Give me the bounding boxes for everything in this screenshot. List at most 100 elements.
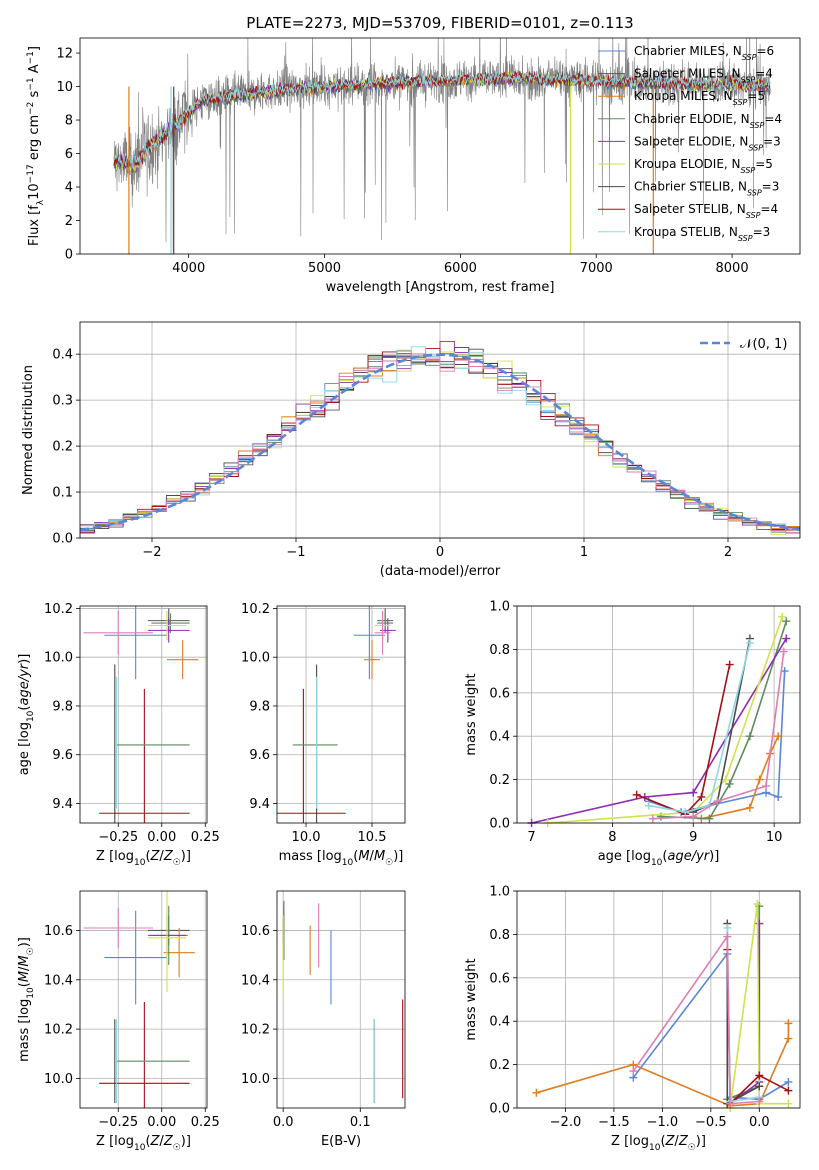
label-part: age [log <box>598 849 651 864</box>
y-tick-label: 10.0 <box>44 651 73 666</box>
x-tick-label: −1.5 <box>598 1115 630 1130</box>
label-part: Z <box>665 1134 676 1149</box>
y-tick-label: 8 <box>65 114 73 129</box>
x-tick-label: −0.25 <box>98 1115 138 1130</box>
label-part: )] <box>393 849 403 864</box>
x-tick-label: 7000 <box>580 261 613 276</box>
label-part: M <box>17 955 32 966</box>
legend-label: Chabrier ELODIE, NSSP=4 <box>634 112 782 130</box>
label-part: )] <box>181 849 191 864</box>
error-point <box>374 610 391 655</box>
axes-mass-vs-EBV: 0.0 0.1 10.0 10.2 10.4 10.6 <box>241 890 406 1130</box>
axes-frame <box>276 890 406 1109</box>
weight-point-marker <box>784 1086 793 1095</box>
label-part: −1 <box>26 51 36 64</box>
label-part: / <box>17 966 32 971</box>
legend-text: Salpeter MILES, N <box>634 67 741 81</box>
y-tick-label: 0.8 <box>489 643 510 658</box>
weight-point-marker <box>629 1067 638 1076</box>
label-part: ( <box>660 1134 665 1149</box>
y-tick-label: 12 <box>56 47 73 62</box>
error-point <box>99 688 190 823</box>
weight-point-marker <box>726 1099 735 1108</box>
y-tick-label: 10.0 <box>44 1072 73 1087</box>
x-tick-label: 8 <box>608 830 616 845</box>
x-axis-label: E(B-V) <box>321 1134 361 1149</box>
legend-sub: SSP <box>748 143 763 152</box>
legend-text: =3 <box>753 225 771 239</box>
label-part: −17 <box>26 164 36 183</box>
x-axis-label: Z [log10(Z/Z☉)] <box>96 1134 191 1153</box>
x-tick-label: −1 <box>286 545 305 560</box>
y-axis-label: mass weight <box>464 673 479 755</box>
error-point <box>147 610 187 641</box>
x-axis-label: Z [log10(Z/Z☉)] <box>96 849 191 868</box>
label-part: Z <box>150 849 161 864</box>
label-part: 10 <box>134 858 146 868</box>
x-tick-label: −0.5 <box>695 1115 727 1130</box>
x-tick-label: −1.0 <box>647 1115 679 1130</box>
weight-point-marker <box>689 812 698 821</box>
legend-sub: SSP <box>741 75 756 84</box>
legend-sub: SSP <box>747 188 762 197</box>
weight-point-marker <box>782 617 791 626</box>
weight-series-line <box>726 906 761 1101</box>
label-part: ( <box>662 849 667 864</box>
label-part: M <box>374 849 385 864</box>
legend-text: =4 <box>755 67 773 81</box>
y-tick-label: 0.2 <box>489 1058 510 1073</box>
x-tick-label: 6000 <box>444 261 477 276</box>
label-part: Z <box>163 849 174 864</box>
legend-sub: SSP <box>746 211 761 220</box>
y-axis-label: Flux [fλ10−17 erg cm−2 s−1 A−1] <box>26 46 46 246</box>
weight-point-marker <box>755 1082 764 1091</box>
y-tick-label: 9.6 <box>52 748 73 763</box>
y-tick-label: 0.4 <box>489 1015 510 1030</box>
legend-sub: SSP <box>741 166 756 175</box>
y-tick-label: 10.6 <box>44 924 73 939</box>
legend-label: Kroupa MILES, NSSP=5 <box>634 89 765 107</box>
weight-point-marker <box>689 788 698 797</box>
x-axis-label: Z [log10(Z/Z☉)] <box>611 1134 706 1153</box>
weight-point-marker <box>778 612 787 621</box>
axes-frame <box>276 605 406 824</box>
legend-text: Chabrier STELIB, N <box>634 180 747 194</box>
x-tick-label: 1 <box>580 545 588 560</box>
label-part: )] <box>17 654 32 664</box>
y-tick-label: 10.2 <box>241 602 270 617</box>
weight-series-line <box>660 620 788 820</box>
y-tick-label: 1.0 <box>489 885 510 900</box>
label-part: 10 <box>649 1143 661 1153</box>
legend-text: Chabrier ELODIE, N <box>634 112 750 126</box>
legend-label: 𝒩(0, 1) <box>740 337 787 352</box>
x-tick-label: 10.0 <box>292 830 321 845</box>
legend-text: Chabrier MILES, N <box>634 44 742 58</box>
label-part: ( <box>17 982 32 987</box>
label-part: ☉ <box>173 858 181 868</box>
axes-frame <box>79 890 208 1109</box>
error-point <box>83 908 154 948</box>
label-part: Z [log <box>611 1134 649 1149</box>
y-tick-label: 0.4 <box>52 348 73 363</box>
label-part: / <box>159 1134 164 1149</box>
label-part: )] <box>696 1134 706 1149</box>
label-part: ( <box>145 849 150 864</box>
legend-sub: SSP <box>738 233 753 242</box>
label-part: 10 <box>134 1143 146 1153</box>
legend-text: Kroupa ELODIE, N <box>634 157 741 171</box>
weight-point-marker <box>723 932 732 941</box>
weight-point-marker <box>779 647 788 656</box>
weight-point-marker <box>705 814 714 823</box>
y-tick-label: 6 <box>65 147 73 162</box>
weight-point-marker <box>648 814 657 823</box>
weight-point-marker <box>755 775 764 784</box>
label-part: Flux [f <box>27 205 42 246</box>
label-part: age [log <box>17 722 32 775</box>
label-part: M <box>358 849 369 864</box>
x-axis-label: age [log10(age/yr)] <box>598 849 720 868</box>
model-fit-line <box>113 70 771 170</box>
axes-frame <box>79 321 801 539</box>
label-part: ( <box>353 849 358 864</box>
x-tick-label: 0.0 <box>749 1115 770 1130</box>
